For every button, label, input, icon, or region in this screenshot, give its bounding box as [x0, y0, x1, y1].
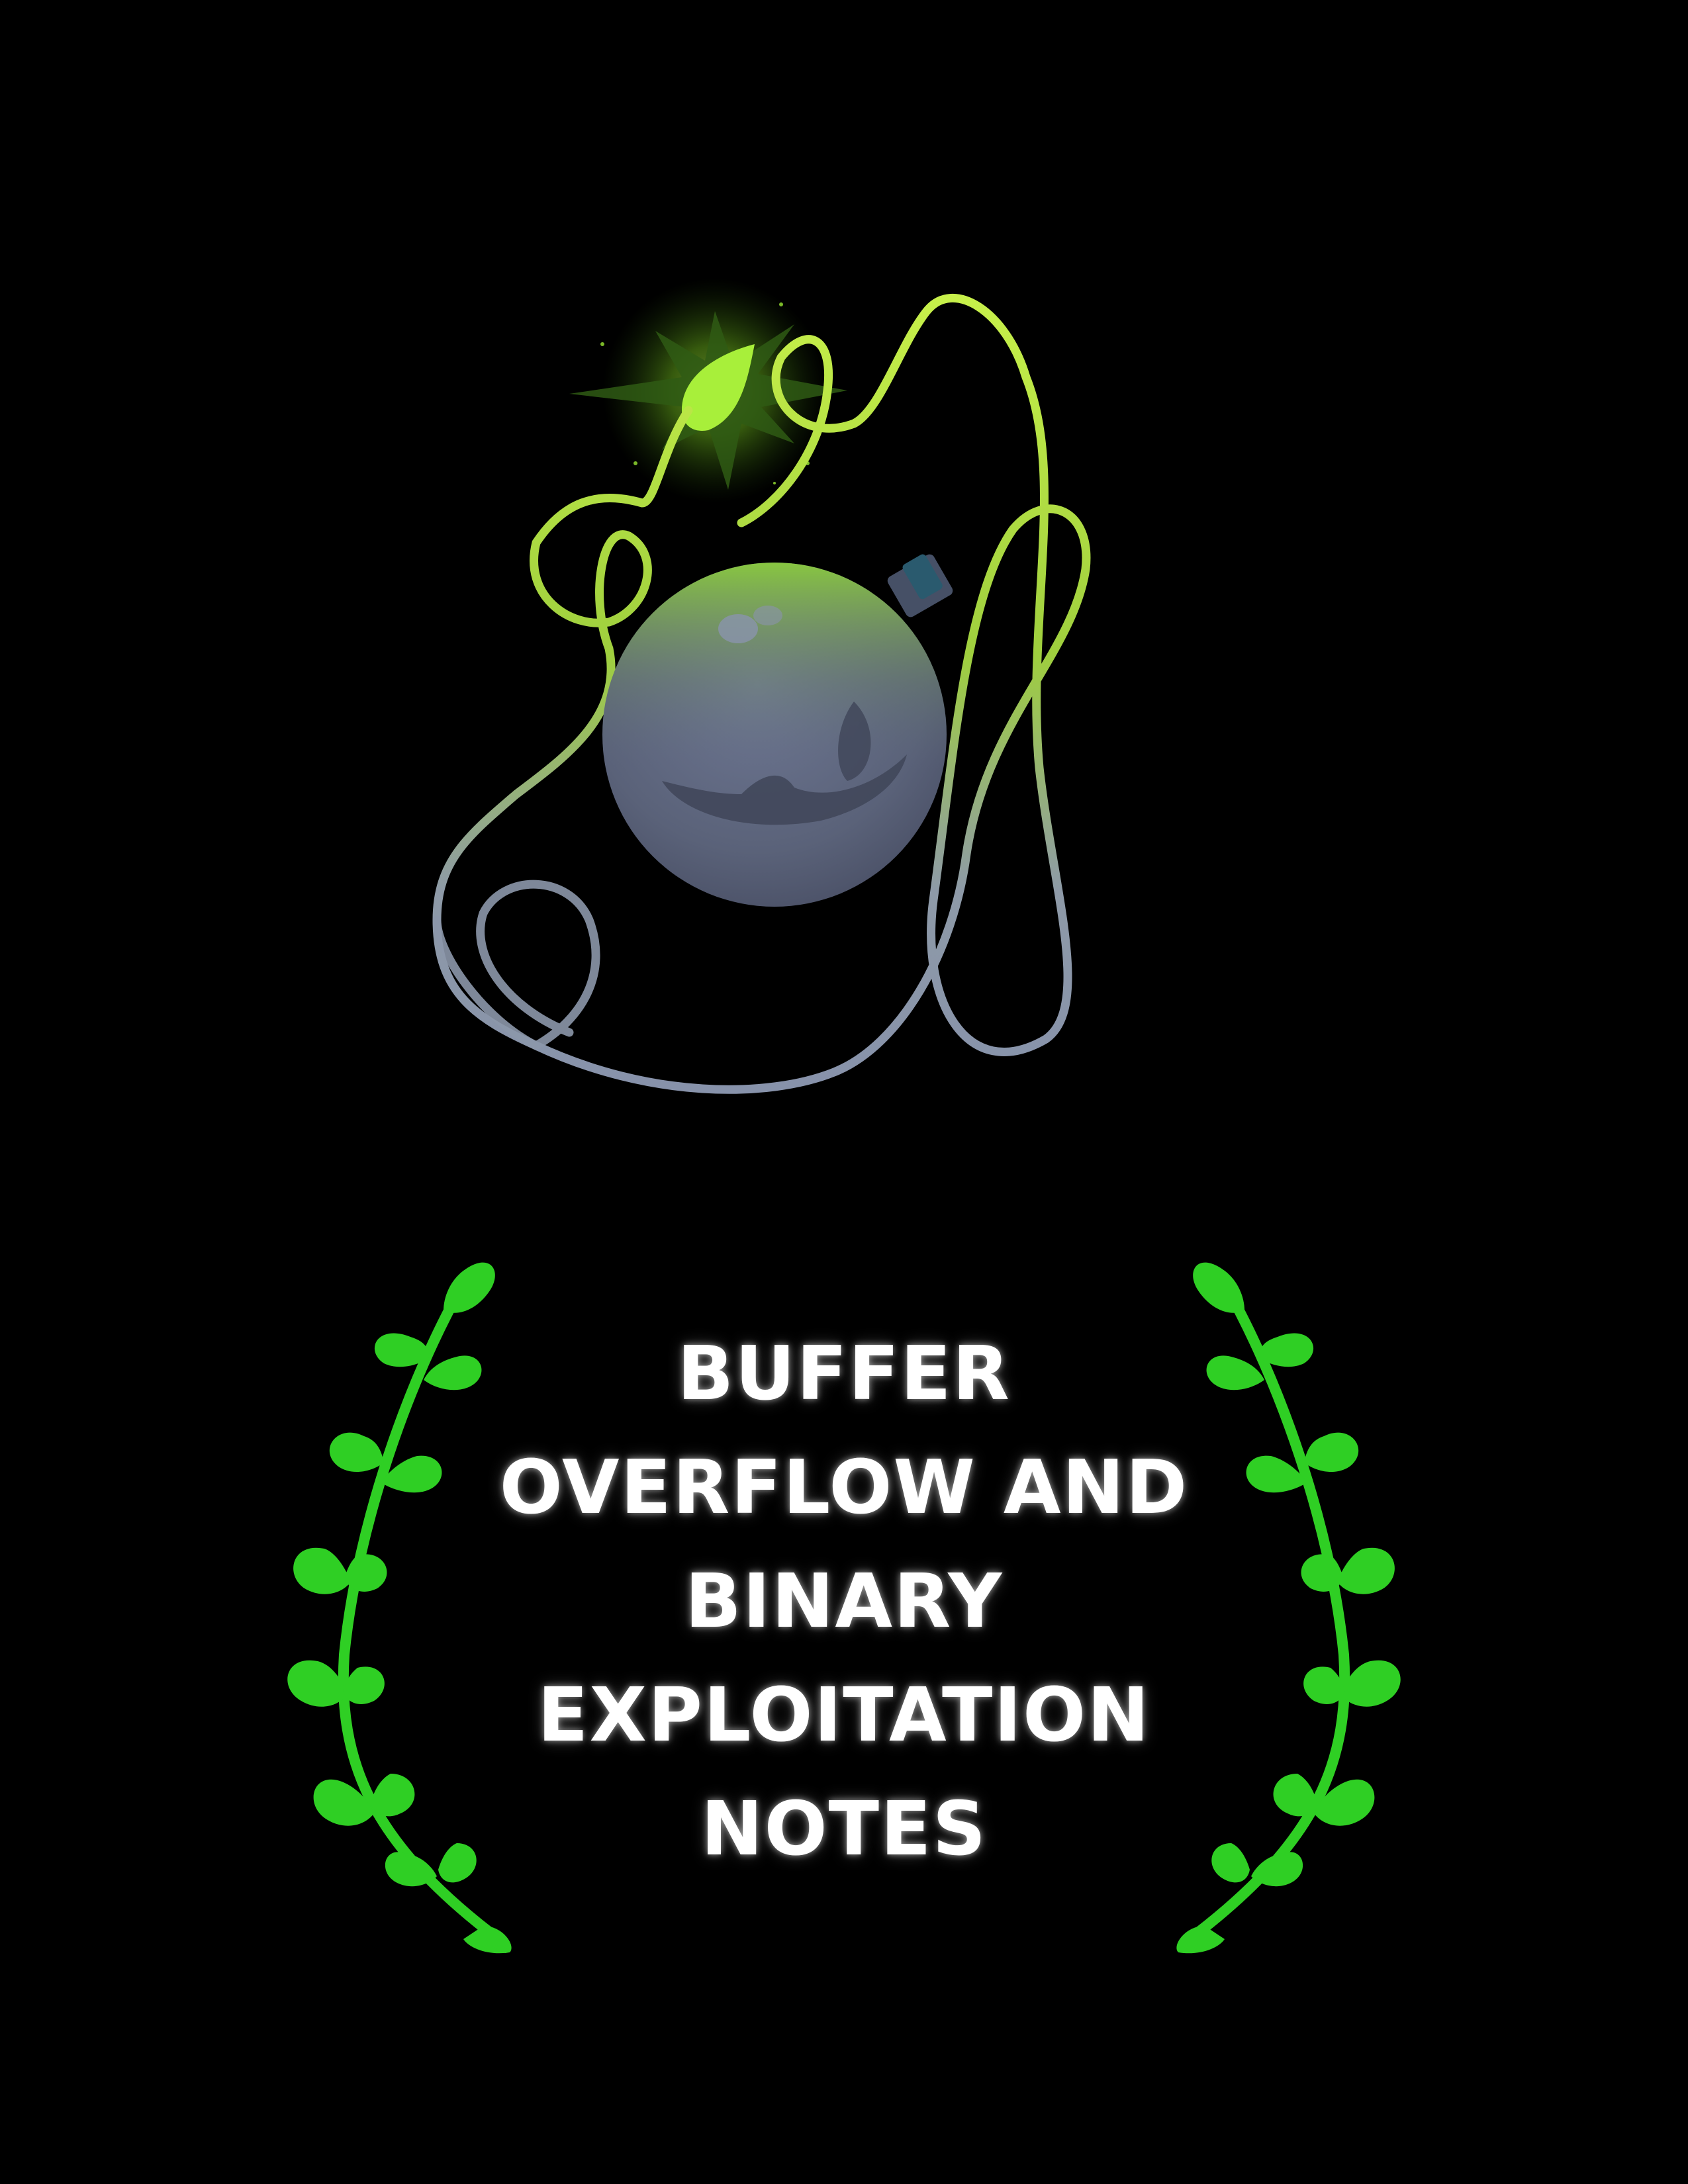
bomb-icon: [432, 278, 1091, 1094]
cover-title: BUFFER OVERFLOW AND BINARY EXPLOITATION …: [463, 1317, 1225, 1886]
title-line-2: OVERFLOW AND: [499, 1445, 1189, 1531]
laurel-right-icon: [1176, 1262, 1401, 1954]
bomb-body: [602, 554, 953, 907]
title-line-5: NOTES: [700, 1786, 988, 1872]
title-line-3: BINARY: [684, 1559, 1004, 1645]
laurel-left-icon: [287, 1262, 512, 1954]
title-line-1: BUFFER: [677, 1331, 1011, 1417]
spark-icon: [569, 278, 847, 503]
fuse-line: [432, 294, 1091, 1094]
title-line-4: EXPLOITATION: [538, 1672, 1150, 1758]
